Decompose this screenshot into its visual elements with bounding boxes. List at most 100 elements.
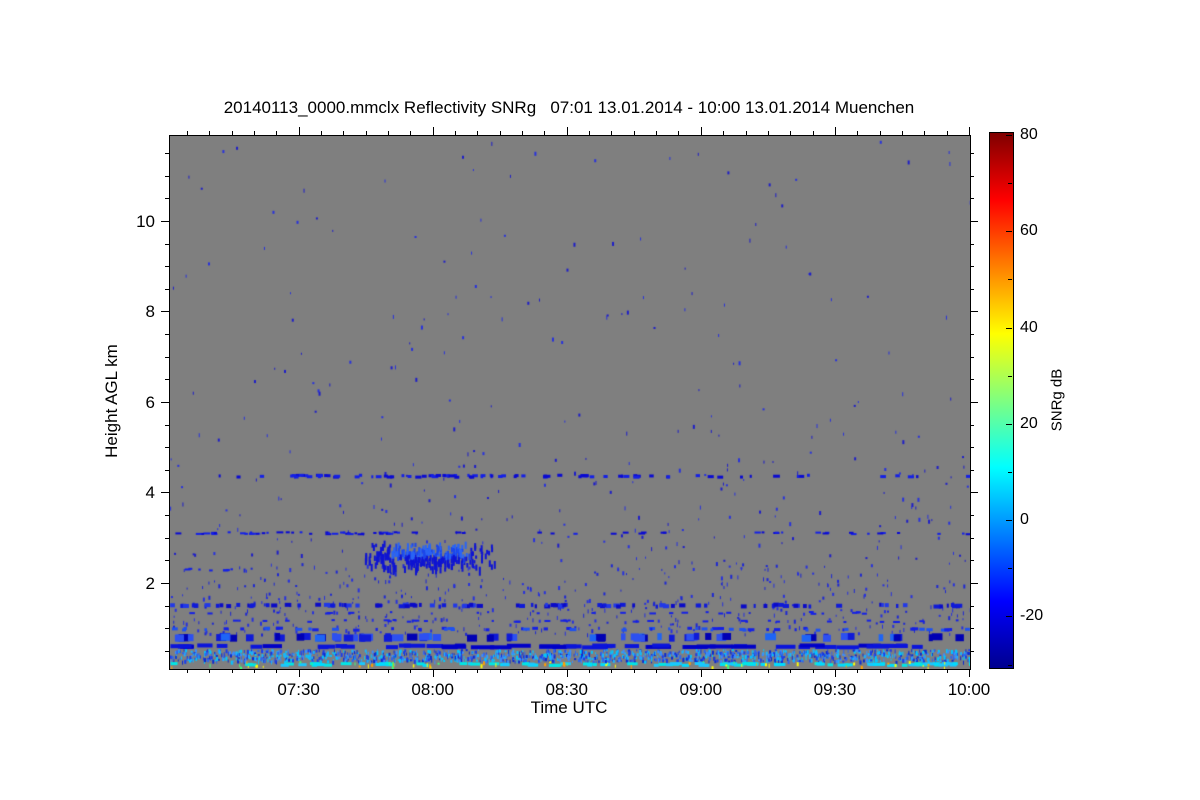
x-minor-tick — [276, 669, 278, 673]
x-major-tick — [566, 669, 568, 677]
y-tick-label: 10 — [136, 211, 155, 231]
y-minor-tick — [165, 379, 169, 381]
x-minor-tick — [678, 669, 680, 673]
colorbar-tick — [1006, 520, 1012, 522]
colorbar-tick — [1006, 423, 1012, 425]
y-minor-tick — [165, 288, 169, 290]
y-minor-tick-right — [970, 515, 974, 517]
y-minor-tick-right — [970, 153, 974, 155]
x-major-tick — [969, 669, 970, 677]
x-tick-label: 08:30 — [545, 680, 589, 699]
x-minor-tick — [790, 669, 792, 673]
colorbar-tick — [1006, 327, 1012, 329]
y-minor-tick — [165, 243, 169, 245]
x-minor-tick-top — [611, 131, 613, 135]
x-minor-tick — [924, 669, 926, 673]
y-tick-label: 6 — [145, 392, 155, 412]
x-minor-tick — [723, 669, 725, 673]
y-major-tick — [161, 582, 169, 584]
x-minor-tick-top — [365, 131, 367, 135]
x-minor-tick — [656, 669, 658, 673]
x-major-tick-top — [834, 127, 836, 135]
y-minor-tick-right — [970, 650, 974, 652]
x-minor-tick — [410, 669, 412, 673]
y-minor-tick — [165, 560, 169, 562]
x-minor-tick-top — [745, 131, 747, 135]
x-minor-tick-top — [522, 131, 524, 135]
x-major-tick — [700, 669, 702, 677]
y-minor-tick-right — [970, 334, 974, 336]
x-major-tick-top — [969, 127, 970, 135]
x-minor-tick — [767, 669, 769, 673]
y-minor-tick — [165, 515, 169, 517]
y-minor-tick-right — [970, 379, 974, 381]
colorbar — [989, 132, 1014, 669]
colorbar-tick — [1006, 231, 1012, 233]
x-minor-tick-top — [946, 131, 948, 135]
colorbar-tick-label: 40 — [1020, 318, 1038, 336]
x-minor-tick — [499, 669, 501, 673]
x-minor-tick — [946, 669, 948, 673]
colorbar-tick — [1006, 616, 1012, 618]
y-minor-tick-right — [970, 424, 974, 426]
y-minor-tick — [165, 175, 169, 177]
x-minor-tick-top — [209, 131, 211, 135]
x-major-tick-top — [432, 127, 434, 135]
colorbar-minor-tick — [1008, 568, 1012, 570]
y-minor-tick — [165, 424, 169, 426]
x-axis-label: Time UTC — [530, 698, 608, 717]
x-minor-tick-top — [410, 131, 412, 135]
heatmap-canvas — [170, 136, 970, 669]
y-minor-tick — [165, 605, 169, 607]
y-minor-tick-right — [970, 356, 974, 358]
colorbar-tick-label: -20 — [1020, 607, 1044, 625]
y-major-tick — [161, 311, 169, 313]
y-major-tick — [161, 492, 169, 494]
y-minor-tick — [165, 650, 169, 652]
y-minor-tick-right — [970, 266, 974, 268]
x-minor-tick-top — [656, 131, 658, 135]
y-minor-tick-right — [970, 628, 974, 630]
x-minor-tick-top — [857, 131, 859, 135]
colorbar-tick-label: 0 — [1020, 511, 1029, 529]
x-major-tick — [432, 669, 434, 677]
x-minor-tick-top — [767, 131, 769, 135]
x-minor-tick — [186, 669, 188, 673]
x-minor-tick-top — [901, 131, 903, 135]
y-minor-tick-right — [970, 198, 974, 200]
x-minor-tick — [320, 669, 322, 673]
x-minor-tick-top — [723, 131, 725, 135]
y-tick-label: 2 — [145, 573, 155, 593]
x-minor-tick — [477, 669, 479, 673]
y-major-tick-right — [970, 492, 978, 494]
x-tick-label: 09:00 — [679, 680, 723, 699]
y-minor-tick-right — [970, 605, 974, 607]
y-major-tick-right — [970, 401, 978, 403]
y-major-tick-right — [970, 311, 978, 313]
y-minor-tick-right — [970, 560, 974, 562]
y-minor-tick — [165, 469, 169, 471]
y-minor-tick-right — [970, 175, 974, 177]
x-minor-tick-top — [812, 131, 814, 135]
y-minor-tick — [165, 266, 169, 268]
x-minor-tick-top — [790, 131, 792, 135]
x-minor-tick-top — [186, 131, 188, 135]
x-major-tick-top — [566, 127, 568, 135]
colorbar-minor-tick — [1008, 375, 1012, 377]
plot-title: 20140113_0000.mmclx Reflectivity SNRg 07… — [223, 98, 915, 117]
x-minor-tick-top — [633, 131, 635, 135]
y-minor-tick — [165, 356, 169, 358]
colorbar-tick-label: 20 — [1020, 414, 1038, 432]
x-minor-tick — [901, 669, 903, 673]
colorbar-minor-tick — [1008, 664, 1012, 666]
y-minor-tick-right — [970, 243, 974, 245]
x-minor-tick — [253, 669, 255, 673]
x-minor-tick — [812, 669, 814, 673]
colorbar-minor-tick — [1008, 183, 1012, 185]
x-minor-tick — [387, 669, 389, 673]
x-minor-tick-top — [387, 131, 389, 135]
x-major-tick-top — [700, 127, 702, 135]
x-minor-tick — [365, 669, 367, 673]
x-major-tick — [298, 669, 300, 677]
